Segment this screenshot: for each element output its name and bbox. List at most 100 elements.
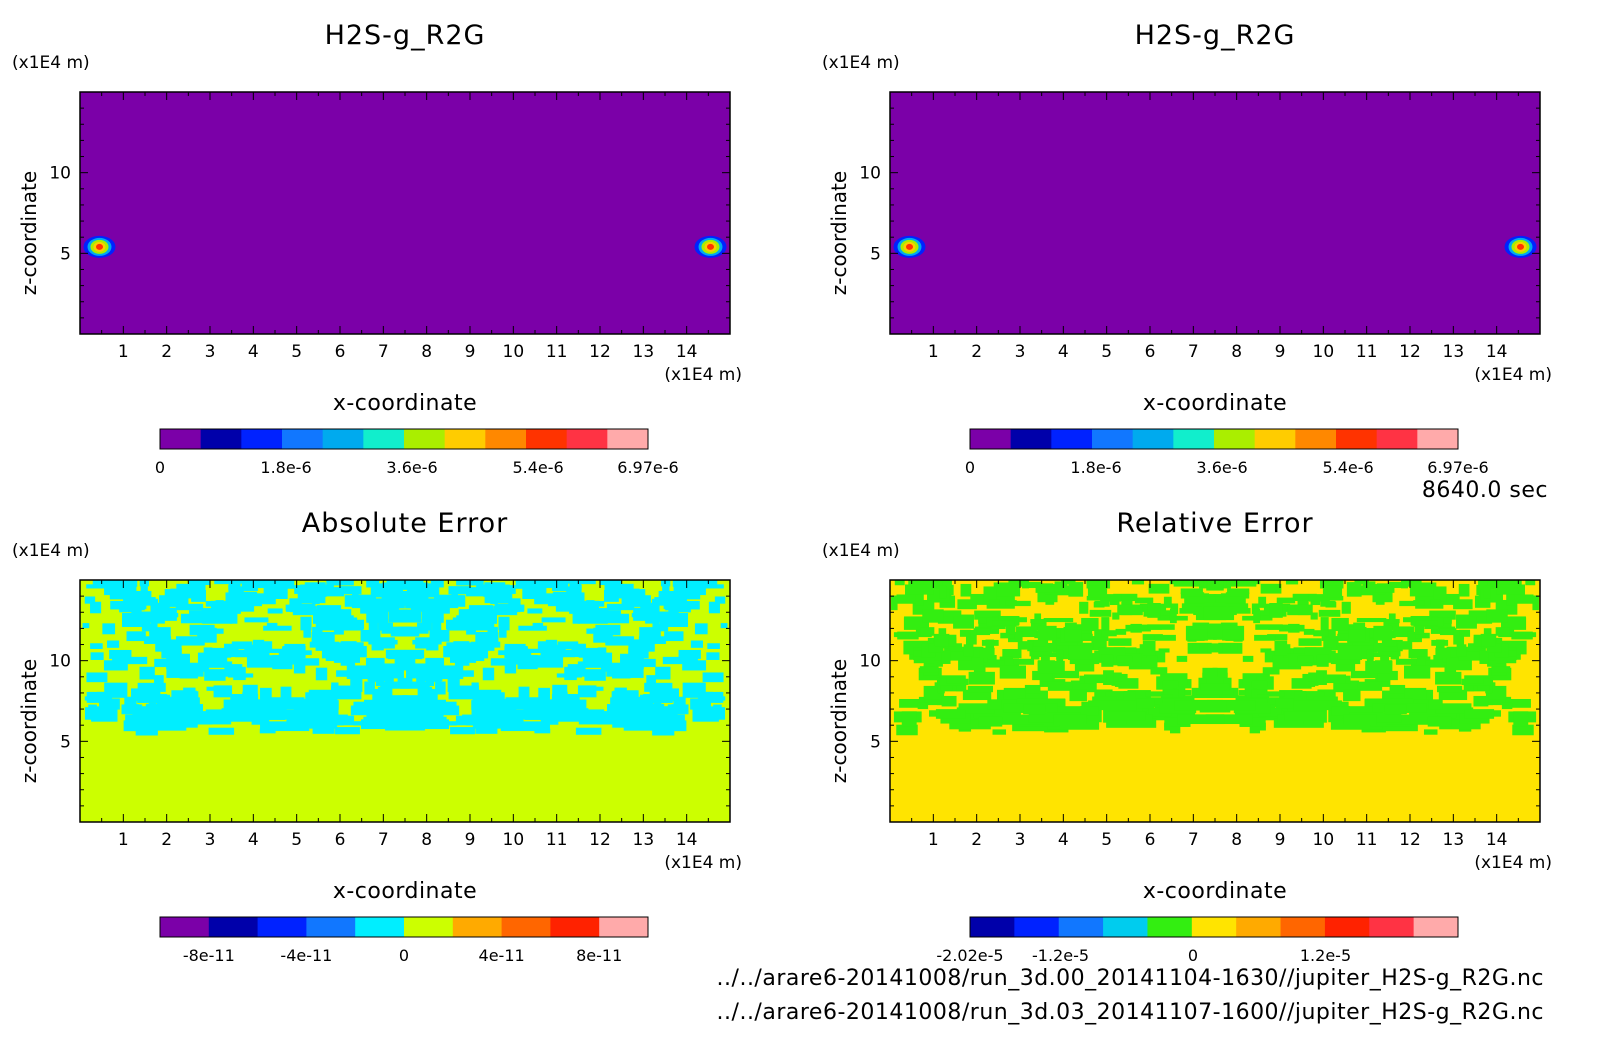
error-patch [654,597,676,604]
error-patch [610,697,642,708]
error-patch [1464,709,1495,719]
x-tick-label: 1 [118,830,129,850]
error-patch [86,672,108,683]
error-patch [1343,714,1377,725]
colorbar-swatch [355,917,405,937]
error-patch [104,682,128,698]
error-patch [1365,660,1393,674]
error-patch [639,627,661,639]
error-patch [690,698,711,710]
heatmap-field [82,580,728,736]
error-patch [662,656,691,665]
error-patch [705,691,714,697]
error-patch [918,696,946,706]
error-patch [326,580,334,591]
error-patch [621,595,651,607]
error-patch [941,695,957,707]
error-patch [974,610,1001,620]
error-patch [1459,629,1471,637]
error-patch [1187,642,1212,654]
error-patch [229,610,238,624]
error-patch [1228,603,1249,614]
error-patch [992,620,1015,626]
error-patch [132,611,163,623]
error-patch [400,697,430,707]
hotspot-core [906,243,913,250]
colorbar-swatch [1336,429,1378,449]
error-patch [544,644,566,655]
heatmap-field [891,580,1539,736]
colorbar-tick-label: -1.2e-5 [1032,946,1089,965]
error-patch [1160,673,1188,685]
error-patch [1439,719,1481,730]
error-patch [1389,684,1406,694]
error-patch [1112,612,1120,620]
error-patch [1213,629,1242,640]
error-patch [126,631,146,642]
error-patch [579,580,596,585]
error-patch [946,675,965,684]
error-patch [355,594,376,602]
error-patch [628,645,639,654]
error-patch [289,598,302,607]
error-patch [1008,631,1023,643]
colorbar-swatch [550,917,600,937]
error-patch [1202,667,1218,677]
error-patch [400,651,416,665]
error-patch [1477,685,1490,691]
y-tick-label: 10 [859,164,881,184]
colorbar-swatch [1254,429,1296,449]
error-patch [1177,714,1225,725]
error-patch [1458,651,1488,661]
colorbar-swatch [363,429,405,449]
error-patch [1074,663,1095,672]
error-patch [229,708,261,718]
colorbar: 0 1.8e-6 3.6e-6 5.4e-6 6.97e-6 [155,428,679,477]
error-patch [1249,725,1261,734]
error-patch [300,616,312,631]
colorbar-swatch [452,917,503,937]
error-patch [539,580,569,589]
error-patch [549,708,581,718]
error-patch [1313,630,1329,637]
error-patch [353,701,369,709]
error-patch [1081,701,1089,709]
colorbar-tick-label: 0 [399,946,409,965]
error-patch [556,673,582,678]
error-patch [605,639,616,646]
error-patch [1453,599,1473,610]
error-patch [1481,635,1496,647]
error-patch [191,590,206,602]
error-patch [149,627,171,639]
error-patch [1525,580,1536,586]
error-patch [331,617,358,622]
error-patch [1341,601,1351,614]
error-patch [1032,642,1057,652]
x-tick-label: 4 [1058,342,1069,362]
x-tick-label: 9 [1275,830,1286,850]
error-patch [896,724,918,736]
error-patch [400,709,442,720]
error-patch [1002,649,1022,659]
error-patch [432,616,442,631]
error-patch [575,711,628,721]
error-patch [696,707,726,720]
error-patch [1439,628,1457,636]
error-patch [614,687,627,695]
error-patch [140,582,148,597]
error-patch [189,610,209,619]
x-tick-label: 7 [1188,830,1199,850]
error-patch [642,694,659,699]
error-patch [132,712,187,723]
error-patch [960,583,972,597]
error-patch [679,656,698,663]
error-patch [159,595,189,607]
colorbar-tick-label: 3.6e-6 [386,458,437,477]
error-patch [1079,636,1109,641]
x-tick-label: 5 [291,830,302,850]
error-patch [1480,589,1503,601]
colorbar-swatch [1173,429,1215,449]
error-patch [533,700,560,711]
error-patch [1148,583,1170,594]
error-patch [1094,600,1110,607]
